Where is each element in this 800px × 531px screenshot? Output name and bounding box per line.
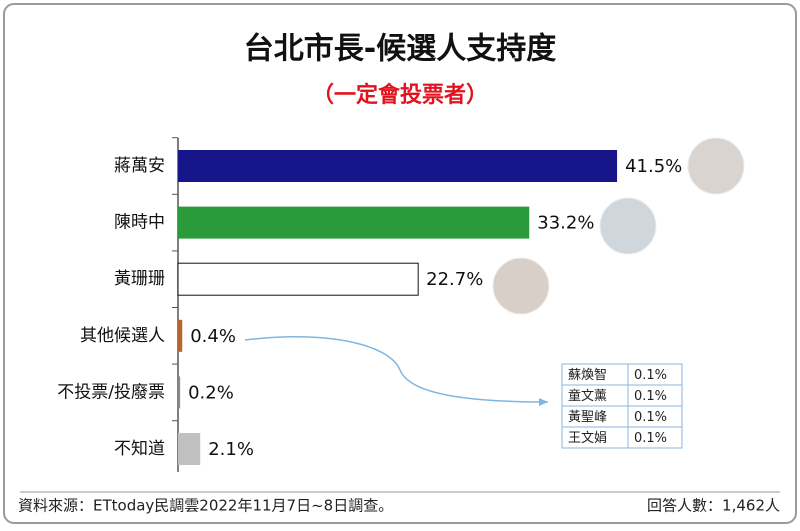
table-value: 0.1%	[634, 410, 667, 425]
source: 資料來源：ETtoday民調雲2022年11月7日~8日調查。	[18, 497, 393, 515]
bar	[178, 433, 201, 465]
table-value: 0.1%	[634, 368, 667, 383]
bar	[178, 376, 181, 409]
chart-subtitle: （一定會投票者）	[312, 82, 488, 108]
table-name: 王文娟	[568, 431, 607, 446]
value-label: 0.2%	[188, 382, 234, 403]
connector	[244, 336, 549, 403]
arrowhead	[539, 398, 548, 406]
category-label: 蔣萬安	[114, 156, 165, 176]
table-value: 0.1%	[634, 389, 667, 404]
category-label: 不投票/投廢票	[57, 382, 165, 402]
photo	[492, 257, 550, 315]
table-name: 黃聖峰	[568, 410, 607, 425]
photo	[599, 197, 657, 255]
category-label: 其他候選人	[80, 326, 165, 346]
bar	[178, 206, 530, 239]
value-label: 33.2%	[537, 213, 594, 234]
table-value: 0.1%	[634, 431, 667, 446]
category-label: 陳時中	[114, 213, 165, 233]
value-label: 22.7%	[426, 269, 483, 290]
table-name: 蘇煥智	[568, 368, 607, 383]
bar	[177, 262, 419, 296]
category-label: 不知道	[114, 439, 165, 459]
table-name: 童文薰	[568, 388, 607, 404]
chart-title: 台北市長-候選人支持度	[244, 32, 556, 67]
table-cell	[627, 426, 683, 449]
value-label: 0.4%	[190, 326, 236, 347]
sample-size: 回答人數：1,462人	[647, 497, 780, 515]
bar	[178, 150, 618, 182]
value-label: 2.1%	[208, 439, 254, 460]
category-label: 黃珊珊	[114, 269, 165, 289]
photo	[687, 137, 745, 195]
bar	[178, 319, 183, 352]
value-label: 41.5%	[625, 156, 682, 177]
